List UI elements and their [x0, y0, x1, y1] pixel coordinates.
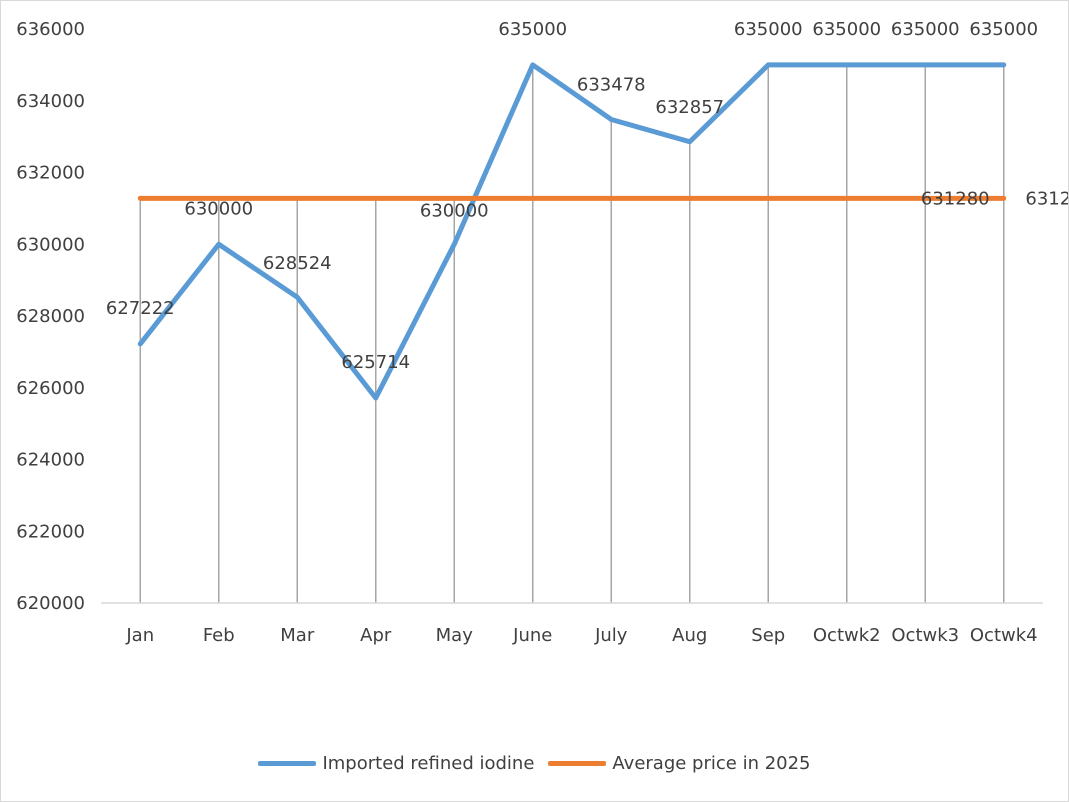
data-label: 631280 — [921, 188, 990, 209]
series-line-iodine — [137, 62, 1007, 401]
x-tick-label: Apr — [360, 625, 392, 646]
data-label: 630000 — [184, 198, 253, 219]
legend-label: Imported refined iodine — [322, 753, 535, 774]
x-tick-label: July — [594, 625, 628, 646]
y-tick-label: 630000 — [16, 234, 85, 255]
x-tick-label: June — [512, 625, 552, 646]
legend-item-average: Average price in 2025 — [548, 753, 811, 774]
data-label: 635000 — [498, 19, 567, 40]
legend-swatch-blue — [258, 761, 317, 766]
x-tick-label: Octwk4 — [970, 625, 1038, 646]
y-tick-label: 634000 — [16, 91, 85, 112]
y-tick-label: 636000 — [16, 19, 85, 40]
legend: Imported refined iodine Average price in… — [1, 753, 1068, 774]
x-tick-label: Sep — [751, 625, 785, 646]
line-chart: 620000 622000 624000 626000 628000 630000 6320… — [16, 19, 1069, 646]
y-tick-label: 620000 — [16, 593, 85, 614]
y-tick-label: 624000 — [16, 450, 85, 471]
data-label: 630000 — [420, 200, 489, 221]
x-tick-label: Jan — [125, 625, 154, 646]
y-tick-label: 632000 — [16, 163, 85, 184]
legend-swatch-orange — [548, 761, 607, 766]
data-label: 627222 — [106, 298, 175, 319]
y-tick-label: 628000 — [16, 306, 85, 327]
x-tick-label: Octwk3 — [891, 625, 959, 646]
y-tick-label: 622000 — [16, 521, 85, 542]
data-label: 633478 — [577, 74, 646, 95]
data-label: 635000 — [812, 19, 881, 40]
data-label: 635000 — [891, 19, 960, 40]
legend-label: Average price in 2025 — [612, 753, 811, 774]
data-label: 635000 — [969, 19, 1038, 40]
x-tick-label: Octwk2 — [813, 625, 881, 646]
x-tick-label: Mar — [280, 625, 315, 646]
data-label: 625714 — [341, 352, 410, 373]
x-tick-label: May — [436, 625, 474, 646]
legend-item-iodine: Imported refined iodine — [258, 753, 534, 774]
data-label: 635000 — [734, 19, 803, 40]
data-label: 628524 — [263, 253, 332, 274]
x-tick-label: Aug — [672, 625, 707, 646]
x-tick-label: Feb — [203, 625, 235, 646]
data-label: 632857 — [655, 97, 724, 118]
y-tick-label: 626000 — [16, 378, 85, 399]
data-label: 631280 — [1025, 188, 1068, 209]
